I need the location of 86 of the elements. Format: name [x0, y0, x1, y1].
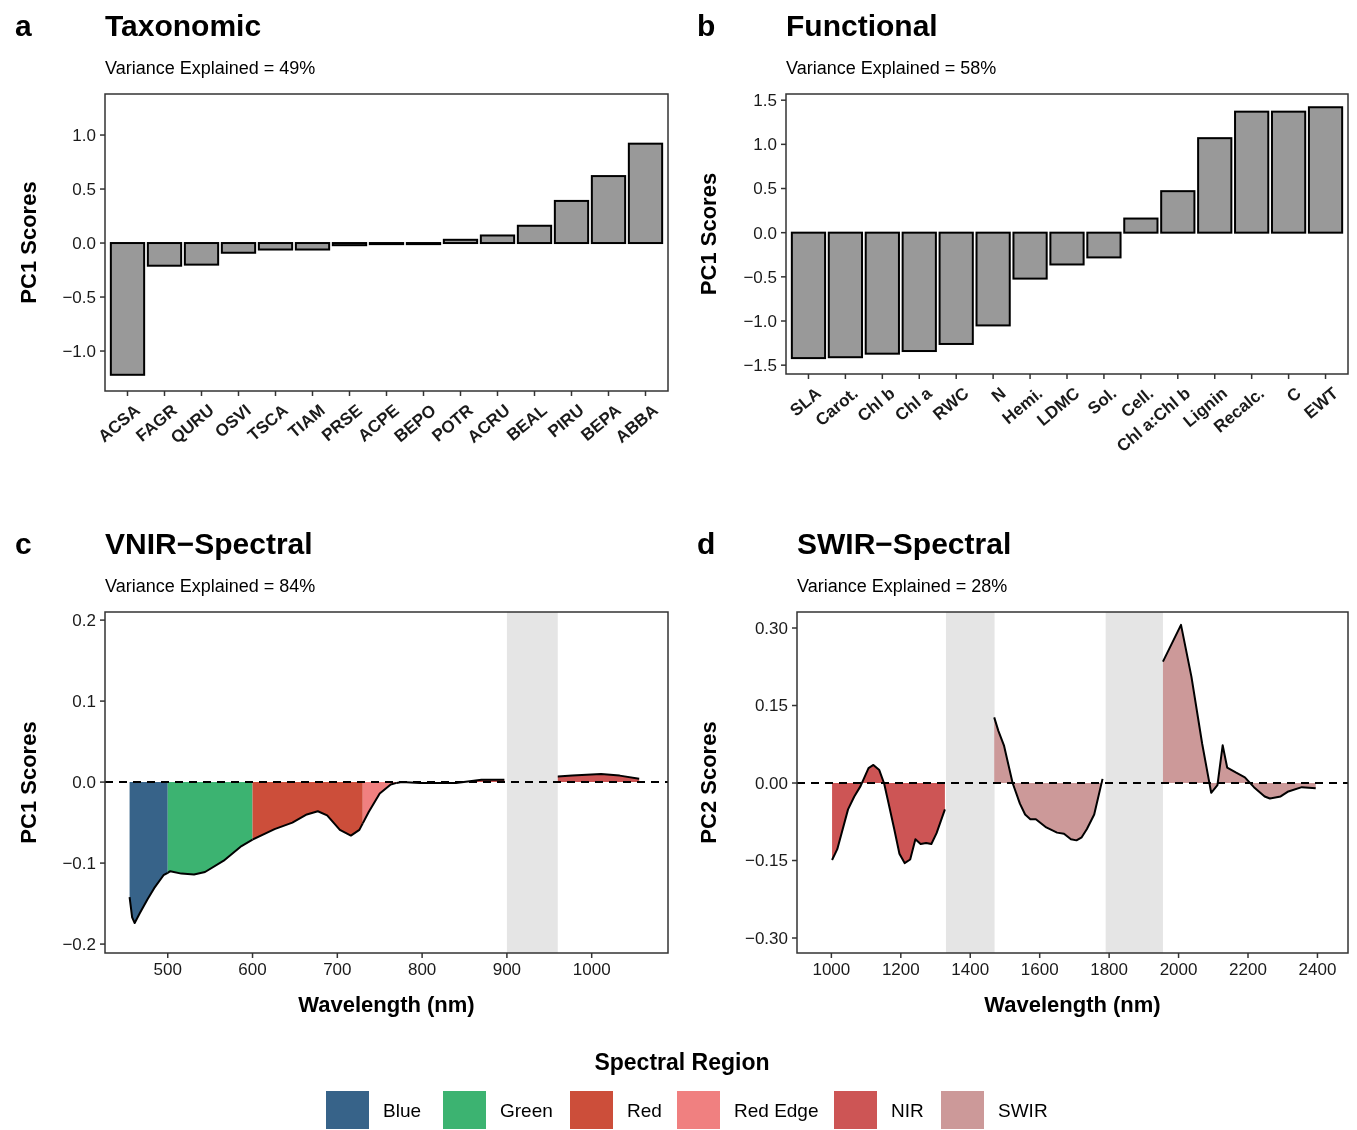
y-tick-label: 0.0: [72, 233, 96, 253]
x-tick-label: 700: [323, 960, 352, 979]
y-tick-label: 1.0: [753, 135, 777, 155]
bar: [790, 231, 827, 360]
bar: [627, 142, 664, 245]
x-axis-title: Wavelength (nm): [298, 992, 475, 1017]
y-tick-label: 0.30: [754, 618, 788, 638]
chart-subtitle: Variance Explained = 58%: [786, 58, 997, 78]
y-tick-label: 1.5: [753, 91, 777, 111]
y-tick-label: 0.15: [754, 696, 788, 716]
bar: [553, 199, 590, 245]
chart-title: VNIR−Spectral: [105, 527, 313, 560]
y-tick-label: 0.2: [72, 611, 96, 631]
bar: [1197, 137, 1233, 234]
text: d: [697, 527, 716, 560]
y-tick-label: 0.0: [72, 773, 96, 793]
y-tick-label: 0.1: [72, 692, 96, 712]
x-tick-label: Sol.: [1084, 383, 1121, 419]
y-tick-label: −0.5: [62, 287, 96, 307]
y-tick-label: −1.0: [743, 311, 777, 331]
x-tick-label: 1200: [881, 960, 920, 979]
x-tick-label: 1000: [572, 960, 611, 979]
x-tick-label: 800: [407, 960, 437, 979]
text: c: [15, 527, 32, 560]
x-tick-label: 600: [238, 960, 267, 979]
legend-label: Red: [627, 1099, 662, 1121]
bar: [864, 231, 900, 355]
y-tick-label: −0.15: [744, 851, 788, 871]
bar: [257, 242, 294, 251]
y-axis-title: PC1 Scores: [15, 721, 41, 844]
y-axis-title: PC2 Scores: [695, 721, 721, 844]
x-tick-label: 500: [153, 960, 182, 979]
chart-subtitle: Variance Explained = 28%: [797, 576, 1008, 596]
legend-label: SWIR: [998, 1099, 1048, 1121]
bar: [901, 231, 937, 353]
bar: [938, 231, 974, 345]
bar: [109, 242, 146, 376]
chart-title: Taxonomic: [105, 9, 262, 42]
bar: [146, 242, 183, 267]
legend-label: Green: [500, 1099, 553, 1121]
bar: [1160, 190, 1196, 234]
y-tick-label: −0.2: [62, 935, 96, 955]
bar: [590, 175, 627, 245]
bar: [442, 238, 479, 245]
y-tick-label: 0.0: [753, 223, 777, 243]
chart-title: SWIR−Spectral: [797, 527, 1012, 560]
y-tick-label: 1.0: [72, 125, 96, 145]
bar: [827, 231, 864, 359]
x-tick-label: 1400: [951, 960, 990, 979]
y-tick-label: −0.5: [743, 267, 777, 287]
y-tick-label: 0.5: [72, 179, 96, 199]
y-tick-label: −1.0: [62, 341, 96, 361]
legend-label: Blue: [383, 1099, 422, 1121]
bar: [220, 242, 257, 254]
x-tick-label: 2400: [1298, 960, 1337, 979]
chart-subtitle: Variance Explained = 49%: [105, 58, 316, 78]
bar: [1234, 110, 1270, 234]
x-tick-label: C: [1283, 383, 1305, 407]
bar: [183, 242, 220, 266]
legend-label: NIR: [891, 1099, 924, 1121]
y-tick-label: −0.1: [62, 854, 96, 874]
x-tick-label: 1800: [1090, 960, 1129, 979]
bar: [479, 234, 516, 245]
y-tick-label: −1.5: [743, 356, 777, 376]
chart-subtitle: Variance Explained = 84%: [105, 576, 316, 596]
bar: [294, 242, 331, 251]
y-axis-title: PC1 Scores: [15, 181, 41, 304]
x-tick-label: 1600: [1020, 960, 1059, 979]
y-tick-label: −0.30: [744, 928, 788, 948]
bar: [516, 224, 553, 245]
chart-title: Functional: [786, 9, 938, 42]
text: b: [697, 9, 716, 42]
text: a: [15, 9, 32, 42]
y-tick-label: 0.5: [753, 179, 777, 199]
bar: [1270, 110, 1307, 234]
x-tick-label: 900: [492, 960, 522, 979]
legend-title: Spectral Region: [594, 1049, 770, 1075]
x-axis-title: Wavelength (nm): [984, 992, 1161, 1017]
y-axis-title: PC1 Scores: [695, 172, 721, 296]
x-tick-label: 1000: [812, 960, 851, 979]
y-tick-label: 0.00: [754, 773, 788, 793]
bar: [331, 242, 368, 247]
x-tick-label: 2000: [1159, 960, 1198, 979]
bar: [1307, 106, 1344, 234]
legend-label: Red Edge: [734, 1099, 819, 1121]
x-tick-label: 2200: [1229, 960, 1267, 979]
